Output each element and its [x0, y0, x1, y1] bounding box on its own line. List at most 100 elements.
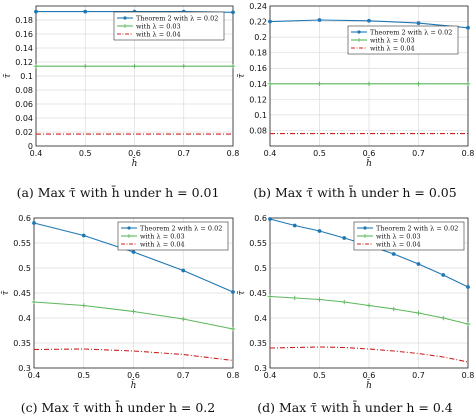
chart-panel-2: 0.08 0.1 0.12 0.14 0.16 0.18 0.2 0.22 0.24 0.4 0.5…: [237, 2, 474, 200]
y-tick-label: 0.08: [15, 86, 33, 95]
data-point: [132, 64, 137, 69]
chart-panel-3: 0.3 0.35 0.4 0.45 0.5 0.55 0.6 0.4 0.5 0.6 0.7 0.8 h…: [1, 214, 239, 415]
y-tick-label: 0.18: [15, 16, 33, 25]
x-tick-label: 0.4: [30, 149, 43, 158]
legend-entry: with λ = 0.04: [136, 30, 181, 38]
x-tick-label: 0.6: [363, 149, 376, 158]
chart-panel-1: 0 0.02 0.04 0.06 0.08 0.1 0.12 0.14 0.16 0.18 0.4 0…: [3, 5, 240, 200]
y-tick-label: 0.14: [15, 44, 33, 53]
legend-marker: [363, 234, 367, 238]
legend-entry: Theorem 2 with λ = 0.02: [376, 224, 458, 232]
y-axis-label: τ̄: [237, 289, 247, 295]
x-tick-label: 0.7: [177, 371, 190, 380]
data-point: [416, 310, 421, 316]
data-point: [317, 18, 322, 22]
y-tick-label: 0.02: [15, 128, 33, 137]
y-tick-label: 0.45: [13, 289, 31, 298]
data-point: [366, 303, 372, 308]
x-tick-label: 0.8: [462, 149, 474, 158]
data-point: [31, 299, 37, 305]
data-point: [131, 250, 136, 254]
y-tick-label: 0.4: [254, 314, 267, 323]
data-point: [33, 64, 39, 69]
y-tick-label: 0.04: [15, 114, 33, 123]
x-axis-label: h̄: [131, 379, 137, 391]
legend-entry: with λ = 0.04: [376, 240, 421, 248]
y-axis-label: τ̄: [237, 72, 247, 78]
y-tick-label: 0.24: [249, 2, 267, 11]
data-point: [34, 9, 38, 14]
legend-marker: [127, 226, 131, 230]
data-point: [83, 64, 88, 69]
x-axis-label: h̄: [366, 379, 372, 391]
data-point: [83, 9, 88, 14]
y-tick-label: 0.08: [249, 126, 267, 135]
data-point: [292, 295, 297, 301]
x-tick-label: 0.7: [177, 149, 190, 158]
x-tick-label: 0.7: [412, 371, 425, 380]
x-tick-label: 0.6: [128, 149, 141, 158]
data-point: [465, 321, 471, 327]
legend-entry: Theorem 2 with λ = 0.02: [370, 28, 452, 36]
legend-marker: [123, 16, 127, 20]
data-point: [317, 81, 322, 86]
data-point: [317, 297, 322, 302]
axes-frame: [269, 5, 469, 147]
y-tick-label: 0.55: [249, 239, 267, 248]
data-point: [268, 217, 272, 221]
y-axis-label: τ̄: [1, 289, 11, 295]
x-tick-label: 0.8: [227, 371, 240, 380]
legend-marker: [357, 38, 361, 42]
legend-entry: with λ = 0.04: [140, 240, 185, 248]
legend-marker: [127, 234, 131, 238]
legend-entry: with λ = 0.03: [370, 36, 415, 44]
y-tick-label: 0.55: [13, 239, 31, 248]
y-tick-label: 0.45: [249, 289, 267, 298]
series-line-3: [269, 346, 469, 363]
data-point: [230, 326, 236, 332]
data-point: [366, 81, 372, 86]
y-tick-label: 0.3: [18, 364, 31, 373]
y-tick-label: 0.5: [18, 264, 31, 273]
y-axis-label: τ̄: [3, 72, 13, 78]
y-tick-label: 0: [28, 142, 33, 151]
data-point: [81, 233, 86, 238]
data-point: [317, 229, 322, 233]
y-tick-label: 0.12: [15, 58, 33, 67]
data-point: [267, 81, 273, 86]
y-tick-label: 0.35: [13, 339, 31, 348]
y-tick-label: 0.5: [254, 264, 267, 273]
y-tick-label: 0.4: [18, 314, 31, 323]
y-tick-label: 0.14: [249, 80, 267, 89]
legend-entry: Theorem 2 with λ = 0.02: [136, 14, 218, 22]
data-point: [231, 290, 235, 294]
subfigure-caption: (b) Max τ̄ with h̄ under h = 0.05: [253, 184, 456, 200]
data-point: [81, 303, 86, 308]
y-tick-label: 0.6: [18, 214, 31, 223]
data-point: [416, 81, 421, 86]
x-tick-label: 0.6: [127, 371, 140, 380]
data-point: [181, 64, 186, 69]
data-point: [465, 81, 471, 86]
data-point: [268, 19, 272, 24]
data-point: [441, 273, 446, 277]
x-tick-label: 0.5: [77, 371, 90, 380]
y-tick-label: 0.1: [20, 72, 33, 81]
data-point: [292, 223, 297, 228]
data-point: [391, 252, 396, 256]
y-tick-label: 0.3: [254, 364, 267, 373]
x-tick-label: 0.4: [28, 371, 41, 380]
data-point: [181, 268, 186, 273]
x-tick-label: 0.8: [227, 149, 240, 158]
x-tick-label: 0.5: [313, 149, 326, 158]
x-tick-label: 0.7: [412, 149, 425, 158]
legend-entry: with λ = 0.03: [136, 22, 181, 30]
data-point: [181, 316, 186, 322]
subfigure-caption: (d) Max τ̄ with h̄ under h = 0.4: [257, 399, 453, 415]
y-tick-label: 0.2: [254, 33, 267, 42]
axes-frame: [35, 5, 234, 147]
y-tick-label: 0.6: [254, 214, 267, 223]
x-tick-label: 0.6: [363, 371, 376, 380]
data-point: [231, 10, 235, 15]
